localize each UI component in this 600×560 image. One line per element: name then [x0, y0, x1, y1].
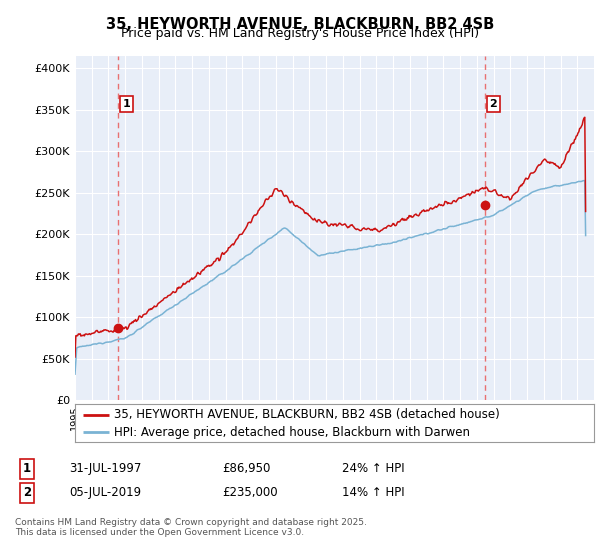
Text: Contains HM Land Registry data © Crown copyright and database right 2025.
This d: Contains HM Land Registry data © Crown c… [15, 518, 367, 538]
Text: 24% ↑ HPI: 24% ↑ HPI [342, 462, 404, 475]
Text: Price paid vs. HM Land Registry's House Price Index (HPI): Price paid vs. HM Land Registry's House … [121, 27, 479, 40]
Text: £86,950: £86,950 [222, 462, 271, 475]
Text: 1: 1 [122, 99, 130, 109]
Text: HPI: Average price, detached house, Blackburn with Darwen: HPI: Average price, detached house, Blac… [114, 426, 470, 438]
Text: 31-JUL-1997: 31-JUL-1997 [69, 462, 142, 475]
Text: 35, HEYWORTH AVENUE, BLACKBURN, BB2 4SB: 35, HEYWORTH AVENUE, BLACKBURN, BB2 4SB [106, 17, 494, 32]
Text: 05-JUL-2019: 05-JUL-2019 [69, 486, 141, 500]
Text: 1: 1 [23, 462, 31, 475]
Text: 2: 2 [23, 486, 31, 500]
Text: 35, HEYWORTH AVENUE, BLACKBURN, BB2 4SB (detached house): 35, HEYWORTH AVENUE, BLACKBURN, BB2 4SB … [114, 408, 500, 421]
Text: 14% ↑ HPI: 14% ↑ HPI [342, 486, 404, 500]
Text: £235,000: £235,000 [222, 486, 278, 500]
Text: 2: 2 [490, 99, 497, 109]
